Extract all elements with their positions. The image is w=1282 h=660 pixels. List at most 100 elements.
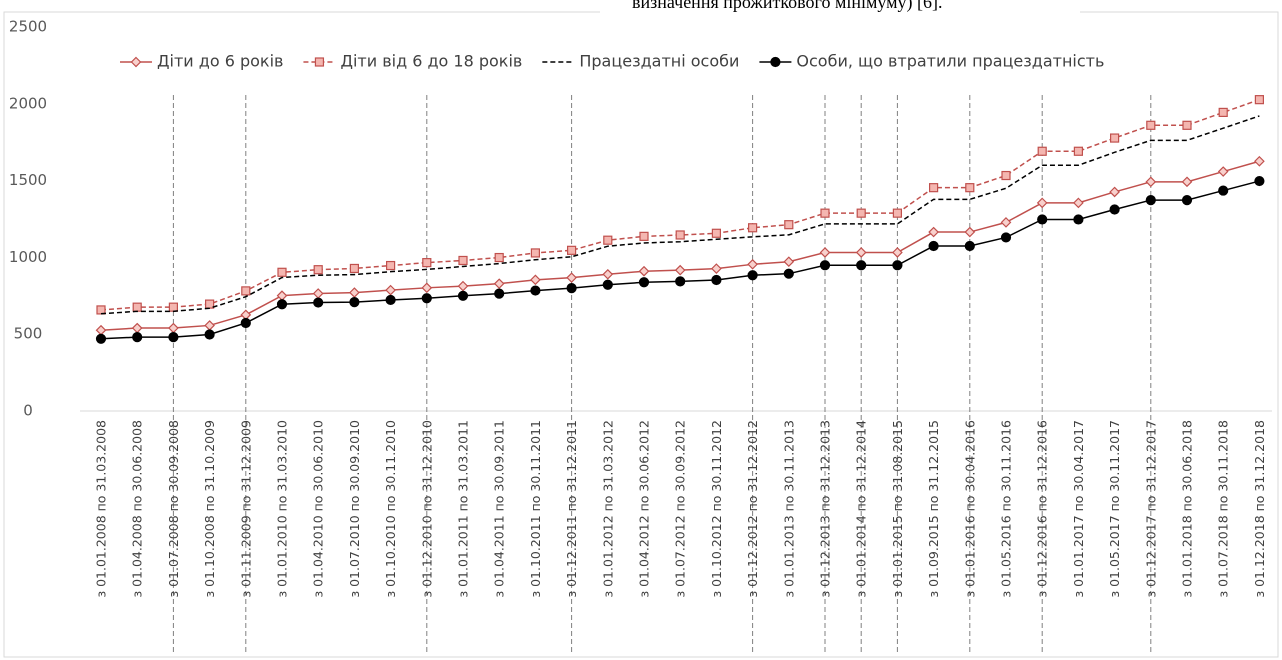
- data-point: [783, 256, 795, 268]
- x-tick-label: з 01.01.2010 по 31.03.2010: [275, 420, 290, 598]
- data-point: [566, 283, 577, 294]
- data-point: [1217, 166, 1229, 177]
- x-tick-label: з 01.07.2018 по 30.11.2018: [1216, 420, 1231, 598]
- data-point: [131, 322, 143, 334]
- data-point: [422, 258, 432, 268]
- data-point: [711, 228, 722, 238]
- legend-label: Діти до 6 років: [157, 52, 283, 71]
- x-tick-label: з 01.09.2015 по 31.12.2015: [926, 420, 941, 598]
- data-point: [276, 290, 288, 301]
- data-point: [494, 252, 504, 263]
- series-line: [100, 160, 1260, 331]
- data-point: [820, 208, 830, 218]
- data-point: [602, 268, 614, 280]
- x-tick-label: з 01.01.2014 по 31.12.2014: [854, 420, 869, 598]
- y-tick-label: 2500: [9, 18, 47, 36]
- data-point: [892, 247, 903, 258]
- legend-marker: [130, 56, 142, 68]
- data-point: [964, 240, 975, 252]
- data-point: [1000, 232, 1012, 243]
- data-point: [1037, 146, 1047, 156]
- data-point: [964, 226, 976, 238]
- data-point: [241, 286, 251, 296]
- data-point: [855, 247, 867, 258]
- data-point: [530, 248, 541, 258]
- x-tick-label: з 01.10.2010 по 30.11.2010: [383, 420, 398, 598]
- x-tick-label: з 01.10.2008 по 31.10.2009: [202, 420, 217, 598]
- data-point: [856, 208, 866, 218]
- data-point: [493, 278, 505, 290]
- legend-label: Особи, що втратили працездатність: [796, 52, 1104, 71]
- data-point: [313, 297, 324, 308]
- data-point: [1109, 133, 1120, 143]
- x-tick-label: з 01.12.2012 по 31.12.2012: [745, 420, 760, 598]
- x-tick-label: з 01.04.2012 по 30.06.2012: [637, 420, 652, 598]
- data-point: [965, 183, 975, 193]
- data-point: [1109, 204, 1120, 215]
- series: [100, 115, 1260, 315]
- data-point: [385, 284, 396, 296]
- x-tick-label: з 01.07.2012 по 30.09.2012: [673, 420, 688, 598]
- x-tick-label: з 01.01.2017 по 30.04.2017: [1071, 420, 1086, 598]
- data-point: [494, 288, 505, 299]
- x-tick-label: з 01.01.2012 по 31.03.2012: [600, 420, 615, 598]
- data-point: [1181, 195, 1193, 206]
- data-point: [349, 287, 360, 298]
- data-point: [1001, 170, 1011, 181]
- x-tick-label: з 01.01.2013 по 30.11.2013: [781, 420, 796, 598]
- x-tick-label: з 01.10.2012 по 30.11.2012: [709, 420, 724, 598]
- x-tick-label: з 01.05.2017 по 30.11.2017: [1107, 420, 1122, 598]
- data-point: [204, 329, 215, 340]
- data-point: [1036, 197, 1048, 209]
- data-point: [638, 277, 650, 288]
- data-point: [1254, 95, 1265, 105]
- data-point: [205, 299, 215, 309]
- data-point: [783, 268, 794, 279]
- data-point: [1145, 176, 1157, 188]
- data-point: [1182, 120, 1192, 130]
- x-tick-label: з 01.07.2008 по 30.09.2008: [166, 420, 181, 598]
- data-point: [276, 299, 288, 310]
- x-tick-label: з 01.04.2011 по 30.09.2011: [492, 420, 507, 598]
- data-point: [168, 332, 179, 343]
- data-point: [928, 240, 939, 252]
- data-point: [168, 322, 179, 334]
- data-point: [1073, 214, 1084, 225]
- data-point: [566, 245, 577, 255]
- data-point: [313, 265, 323, 275]
- data-point: [385, 294, 396, 306]
- series: [95, 175, 1265, 344]
- series: [96, 95, 1265, 315]
- data-point: [1145, 195, 1156, 206]
- data-point: [928, 183, 939, 193]
- x-tick-label: з 01.01.2008 по 31.03.2008: [94, 420, 109, 598]
- x-tick-label: з 01.04.2008 по 30.06.2008: [130, 420, 145, 598]
- data-point: [747, 223, 758, 233]
- data-point: [95, 324, 107, 336]
- data-point: [421, 282, 433, 294]
- legend-marker: [314, 57, 325, 67]
- x-tick-label: з 01.01.2011 по 31.03.2011: [456, 420, 471, 598]
- x-tick-label: з 01.01.2018 по 30.06.2018: [1180, 420, 1195, 598]
- data-point: [711, 274, 722, 286]
- data-point: [928, 226, 939, 238]
- data-point: [856, 260, 867, 271]
- data-point: [819, 260, 831, 271]
- data-point: [675, 276, 686, 287]
- data-point: [603, 235, 613, 245]
- data-point: [168, 302, 178, 312]
- data-point: [1218, 107, 1228, 118]
- data-point: [132, 332, 143, 343]
- data-point: [1109, 186, 1120, 198]
- data-point: [421, 293, 432, 304]
- data-point: [566, 272, 577, 284]
- y-tick-label: 500: [14, 325, 43, 343]
- data-point: [1037, 214, 1048, 225]
- data-point: [312, 288, 324, 299]
- data-point: [204, 320, 215, 331]
- x-tick-label: з 01.01.2016 по 30.04.2016: [962, 420, 977, 598]
- x-tick-label: з 01.04.2010 по 30.06.2010: [311, 420, 326, 598]
- data-point: [1000, 217, 1012, 228]
- legend-label: Працездатні особи: [579, 52, 739, 71]
- header-text: визначення прожиткового мінімуму) [6].: [632, 0, 943, 13]
